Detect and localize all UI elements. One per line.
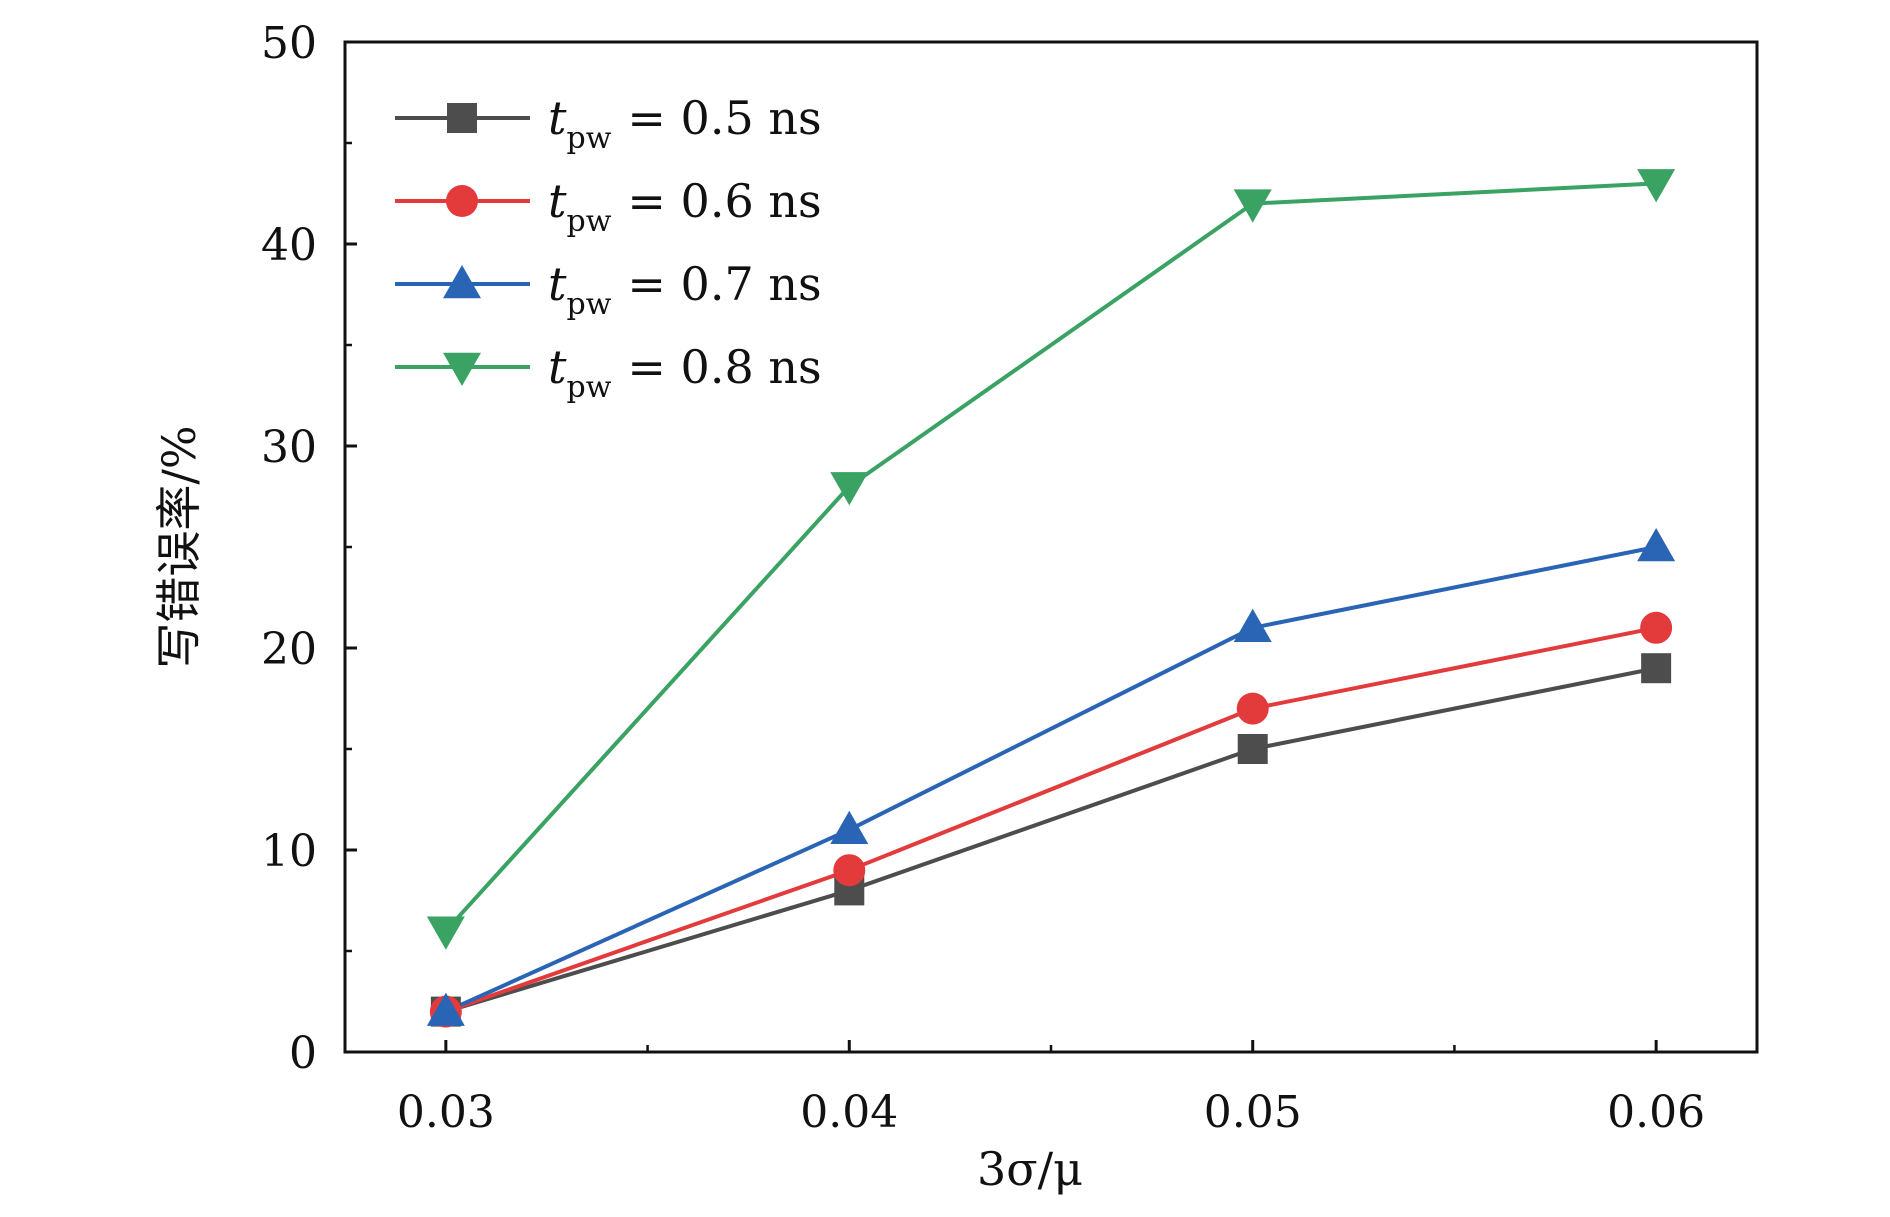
legend-value: = 0.5 ns [627,91,821,145]
data-point-series-2 [1640,611,1673,644]
data-point-series-4 [830,472,869,506]
legend-entry-4: tpw = 0.8 ns [548,340,822,405]
series-line-3 [445,545,1657,1014]
legend-subscript: pw [567,204,612,239]
series-line-1 [445,666,1657,1014]
y-tick-label: 50 [261,18,317,69]
legend-symbol: t [548,91,567,145]
x-tick-label: 0.05 [1204,1087,1302,1138]
x-tick-label: 0.06 [1607,1087,1705,1138]
legend-subscript: pw [567,370,612,405]
x-tick-label: 0.03 [397,1087,495,1138]
y-tick-label: 20 [261,624,317,675]
data-point-series-2 [833,854,866,887]
legend-symbol: t [548,340,567,394]
data-point-series-1 [1237,734,1268,764]
data-point-series-3 [830,810,869,845]
y-tick-label: 10 [261,826,317,877]
x-axis-title: 3σ/μ [977,1142,1083,1196]
legend-entry-2: tpw = 0.6 ns [548,174,822,239]
data-point-series-3 [426,992,465,1026]
legend-marker [446,185,478,217]
y-axis: 0 10 20 30 40 50 [261,18,357,1079]
legend-entry-1: tpw = 0.5 ns [548,91,822,156]
data-point-series-4 [1637,169,1676,203]
y-axis-title: 写错误率/% [152,425,206,668]
legend-symbol: t [548,257,567,311]
y-tick-label: 30 [261,422,317,473]
series-line-4 [444,181,1657,933]
legend-entry-3: tpw = 0.7 ns [548,257,822,322]
data-point-series-3 [1637,528,1676,562]
y-tick-label: 0 [289,1028,317,1079]
data-point-series-4 [1233,189,1272,223]
data-point-series-3 [1233,608,1272,643]
data-point-series-2 [1236,692,1269,725]
x-axis: 0.03 0.04 0.05 0.06 [397,1040,1705,1138]
legend-subscript: pw [567,287,612,322]
legend-value: = 0.6 ns [627,174,821,228]
legend-value: = 0.7 ns [627,257,821,311]
legend-marker [443,352,481,386]
series-layer [426,169,1676,1028]
legend-value: = 0.8 ns [627,340,821,394]
legend-marker [447,103,477,133]
legend-symbol: t [548,174,567,228]
x-tick-label: 0.04 [800,1087,898,1138]
legend-subscript: pw [567,121,612,156]
legend-marker [443,265,481,299]
series-line-2 [445,625,1657,1014]
data-point-series-4 [426,916,465,950]
y-tick-label: 40 [261,220,317,271]
data-point-series-1 [1641,653,1672,684]
